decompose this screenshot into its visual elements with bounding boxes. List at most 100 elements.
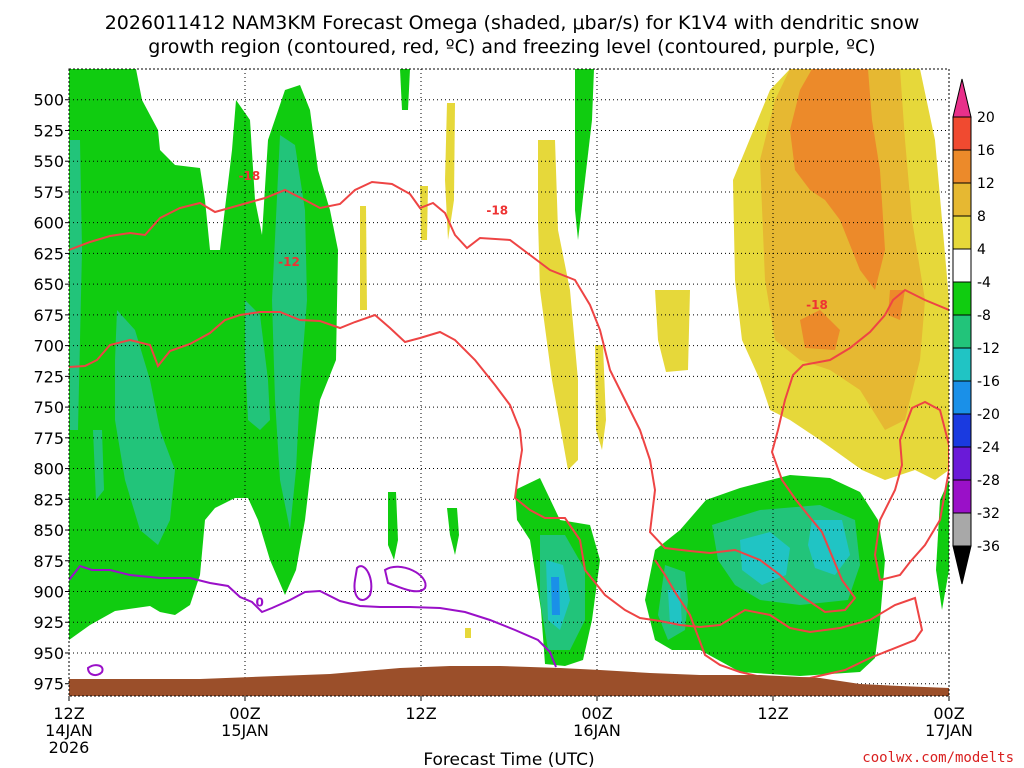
colorbar-label: -20 <box>977 407 1000 423</box>
colorbar-label: 12 <box>977 176 995 192</box>
plot-area: -18 -18 -12 -18 0 <box>69 69 949 696</box>
x-tick-label: 00Z <box>581 704 612 723</box>
chart-title-line2: growth region (contoured, red, ºC) and f… <box>148 36 875 58</box>
omega-orange-east3 <box>888 290 905 320</box>
colorbar-box <box>952 149 972 184</box>
omega-region-east-edge <box>936 480 949 610</box>
colorbar-box <box>952 248 972 283</box>
omega-region-top <box>575 69 594 240</box>
y-tick-label: 700 <box>33 337 64 356</box>
omega-teal-col1 <box>272 135 307 530</box>
colorbar-label: -36 <box>977 539 1000 555</box>
colorbar-label: -4 <box>977 275 991 291</box>
omega-shading-blue <box>551 577 560 615</box>
omega-region-thin3 <box>447 508 459 555</box>
colorbar-top-triangle <box>952 78 972 118</box>
x-tick-label: 14JAN <box>45 721 93 740</box>
colorbar-label: 16 <box>977 143 995 159</box>
omega-cyan-east1 <box>740 532 790 585</box>
freezing-level-loop2 <box>383 565 427 593</box>
freezing-level-loop1 <box>353 565 373 601</box>
colorbar-box <box>952 314 972 349</box>
x-tick-label: 2026 <box>49 738 90 757</box>
omega-cyan-east3 <box>668 590 682 625</box>
omega-shading-orange <box>790 69 905 350</box>
x-tick-label: 12Z <box>53 704 84 723</box>
omega-region-thin2 <box>388 492 398 560</box>
y-tick-label: 925 <box>33 613 64 632</box>
colorbar-box <box>952 116 972 151</box>
colorbar-box <box>952 380 972 415</box>
colorbar-box <box>952 182 972 217</box>
dgz-lower-contour <box>69 311 924 681</box>
y-tick-label: 625 <box>33 244 64 263</box>
y-tick-label: 650 <box>33 275 64 294</box>
y-tick-label: 600 <box>33 214 64 233</box>
colorbar-label: -12 <box>977 341 1000 357</box>
colorbar: 20 16 12 8 4 -4 -8 -12 -16 -20 -24 -28 -32 -36 <box>952 78 1000 585</box>
colorbar-label: 20 <box>977 110 995 126</box>
contour-label: -18 <box>806 298 828 312</box>
colorbar-box <box>952 281 972 316</box>
omega-pos-col1 <box>538 140 578 470</box>
y-tick-label: 900 <box>33 583 64 602</box>
omega-teal-west1 <box>70 140 82 430</box>
contour-label: 0 <box>255 596 263 610</box>
freezing-level-loop3 <box>86 664 104 677</box>
colorbar-box <box>952 512 972 547</box>
colorbar-label: -28 <box>977 473 1000 489</box>
y-tick-label: 975 <box>33 675 64 694</box>
omega-pos-thin1 <box>445 103 455 240</box>
omega-teal-col2 <box>245 300 270 430</box>
colorbar-box <box>952 446 972 481</box>
omega-blue-spot <box>551 577 560 615</box>
colorbar-box <box>952 413 972 448</box>
y-tick-label: 725 <box>33 367 64 386</box>
y-tick-label: 525 <box>33 121 64 140</box>
x-tick-label: 15JAN <box>221 721 269 740</box>
y-axis: 500 525 550 575 600 625 650 675 700 725 750 775 800 8… <box>33 91 69 694</box>
freezing-level-contours <box>69 564 557 677</box>
dgz-contours <box>69 180 949 681</box>
y-tick-label: 550 <box>33 152 64 171</box>
contour-label: -12 <box>278 255 300 269</box>
y-tick-label: 575 <box>33 183 64 202</box>
contour-label: -18 <box>239 169 261 183</box>
x-tick-label: 17JAN <box>925 721 973 740</box>
y-tick-label: 875 <box>33 552 64 571</box>
omega-pos-col3 <box>655 290 690 372</box>
colorbar-label: -24 <box>977 440 1000 456</box>
plot-frame <box>68 68 950 697</box>
dgz-east-loop <box>873 400 949 582</box>
colorbar-box <box>952 347 972 382</box>
terrain-ground <box>69 666 949 696</box>
omega-orange-east2 <box>800 310 840 350</box>
y-tick-label: 800 <box>33 460 64 479</box>
omega-pos-thin3 <box>360 206 367 310</box>
y-tick-label: 775 <box>33 429 64 448</box>
omega-pos-col2 <box>595 345 606 450</box>
chart-title-line1: 2026011412 NAM3KM Forecast Omega (shaded… <box>105 12 920 34</box>
y-tick-label: 675 <box>33 306 64 325</box>
omega-pos-thin2 <box>420 186 428 240</box>
colorbar-label: -16 <box>977 374 1000 390</box>
omega-teal-west2 <box>115 310 175 545</box>
colorbar-bottom-triangle <box>952 545 972 585</box>
x-tick-label: 00Z <box>933 704 964 723</box>
y-tick-label: 850 <box>33 521 64 540</box>
dgz-upper-contour <box>69 180 949 614</box>
y-tick-label: 750 <box>33 398 64 417</box>
y-tick-label: 950 <box>33 644 64 663</box>
omega-teal-west3 <box>93 430 104 500</box>
colorbar-box <box>952 215 972 250</box>
y-tick-label: 500 <box>33 91 64 110</box>
colorbar-label: 4 <box>977 242 986 258</box>
contour-label: -18 <box>486 203 508 217</box>
omega-orange-east1 <box>790 69 885 290</box>
omega-region-thin1 <box>400 69 410 110</box>
x-tick-label: 12Z <box>405 704 436 723</box>
credit-text: coolwx.com/modelts <box>862 750 1014 766</box>
colorbar-label: -8 <box>977 308 991 324</box>
